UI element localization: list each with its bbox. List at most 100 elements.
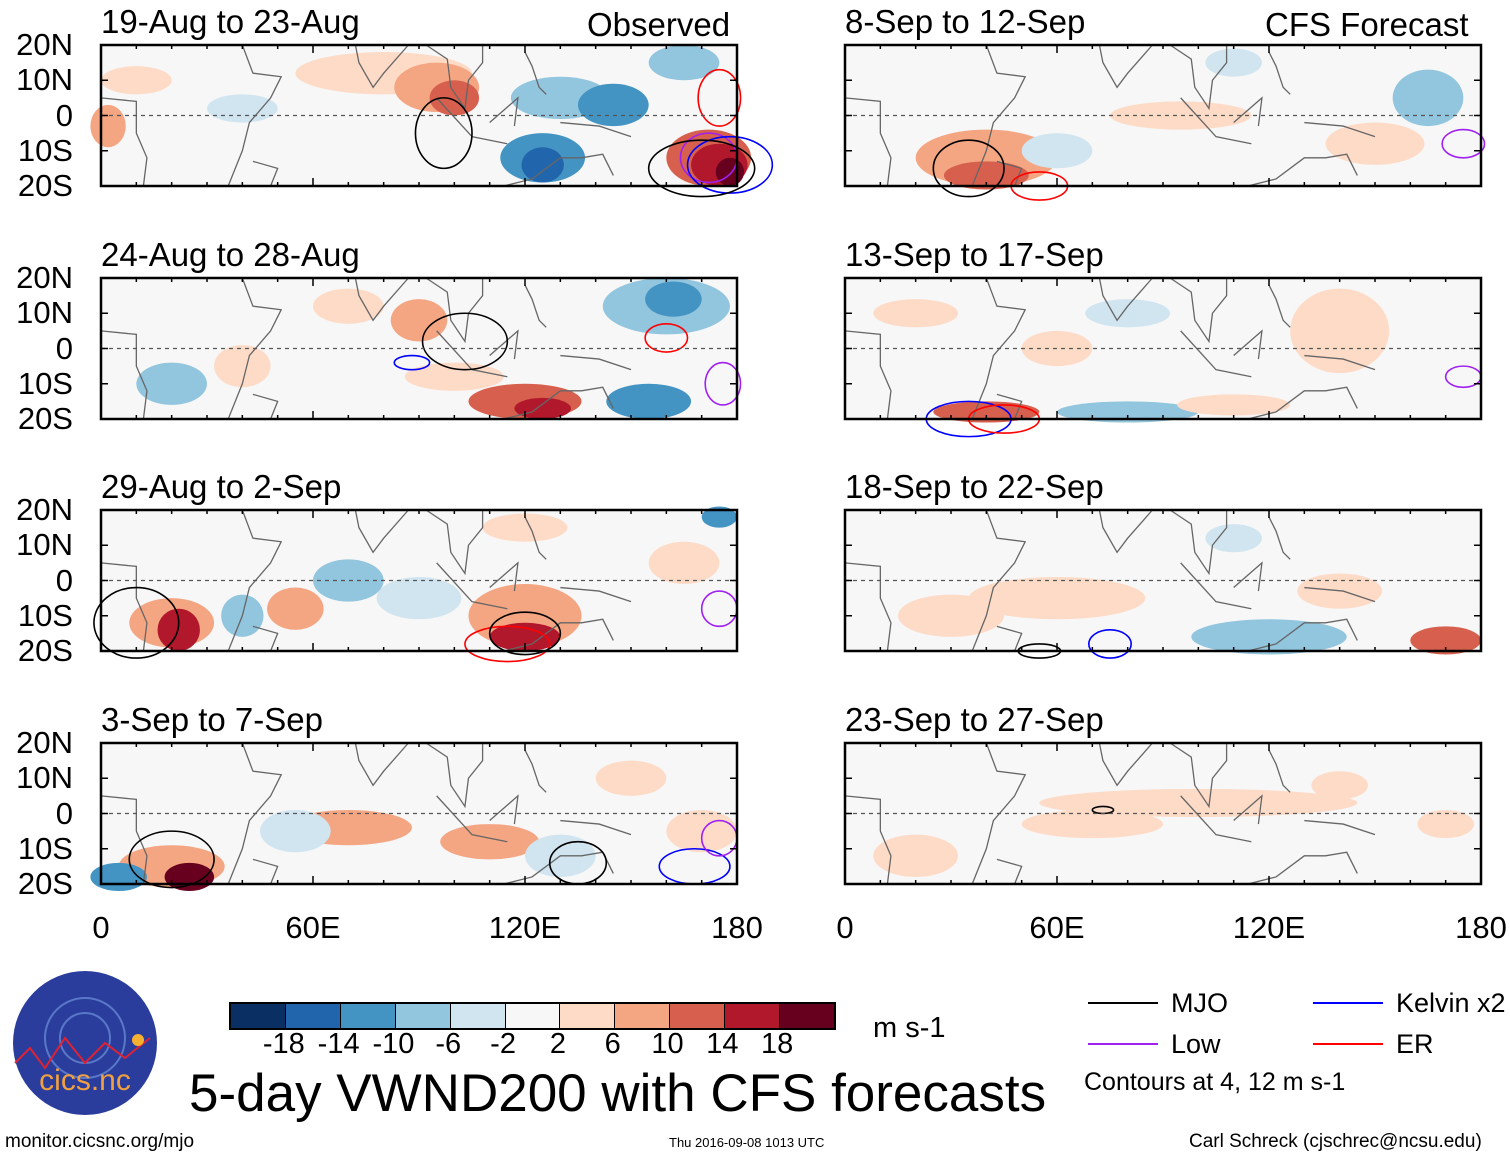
anomaly-shading (648, 541, 720, 585)
anomaly-shading (873, 299, 959, 328)
coastline (100, 562, 148, 652)
coastline (996, 625, 1023, 652)
contour-note: Contours at 4, 12 m s-1 (1084, 1068, 1346, 1096)
anomaly-shading (1290, 288, 1390, 374)
anomaly-shading (1085, 299, 1171, 328)
lat-label: 0 (55, 562, 73, 598)
coastline (844, 795, 892, 885)
coastline (971, 509, 1027, 652)
cics-logo: cics.nc (13, 971, 157, 1115)
map-background (845, 278, 1481, 419)
coastline (1304, 586, 1376, 603)
coastline (971, 277, 1027, 420)
colorbar-tick: 6 (604, 1028, 621, 1060)
coastline (1233, 329, 1263, 360)
anomaly-shading (514, 397, 571, 419)
anomaly-shading (645, 281, 702, 317)
anomaly-shading (136, 362, 207, 405)
coastline (1268, 51, 1291, 95)
anomaly-shading (715, 157, 745, 186)
anomaly-shading (701, 506, 737, 528)
colorbar-swatch (450, 1004, 506, 1028)
lat-label: 20S (17, 866, 73, 901)
coastline (560, 354, 632, 371)
colorbar-swatch (780, 1004, 834, 1028)
lat-label: 10N (16, 760, 73, 796)
wave-contour (647, 139, 756, 198)
coastline (844, 330, 892, 420)
panel-title: 23-Sep to 27-Sep (845, 701, 1104, 738)
legend-label: MJO (1171, 988, 1228, 1018)
anomaly-shading (1177, 394, 1291, 416)
figure-title: 5-day VWND200 with CFS forecasts (189, 1064, 1047, 1123)
lat-label: 0 (55, 795, 73, 831)
coastline (503, 386, 614, 420)
coastline (1247, 386, 1358, 420)
anomaly-shading (1110, 101, 1252, 130)
wave-contour (704, 361, 742, 406)
coastline (436, 795, 508, 843)
coastline (1247, 153, 1358, 187)
anomaly-shading (666, 809, 738, 853)
lat-label: 0 (55, 330, 73, 366)
anomaly-shading (260, 809, 331, 853)
coastline (252, 858, 279, 885)
anomaly-shading (376, 576, 462, 620)
coastline (252, 393, 279, 420)
coastline (425, 509, 484, 576)
anomaly-shading (521, 147, 564, 183)
anomaly-shading (1325, 122, 1425, 165)
coastline (524, 51, 547, 95)
anomaly-map-panel (843, 741, 1483, 886)
coastline (436, 562, 508, 610)
lat-label: 10S (17, 597, 73, 633)
anomaly-shading (1039, 788, 1358, 818)
coastline (425, 277, 484, 344)
coastline (560, 586, 632, 603)
coastline (1233, 96, 1263, 127)
panel-title: 13-Sep to 17-Sep (845, 236, 1104, 273)
anomaly-shading (968, 576, 1146, 620)
coastline (1169, 509, 1228, 576)
anomaly-shading (440, 824, 540, 860)
panel-title: 3-Sep to 7-Sep (101, 701, 323, 738)
coastline (1268, 284, 1291, 328)
coastline (560, 819, 632, 836)
anomaly-shading (1311, 771, 1368, 800)
anomaly-shading (207, 94, 278, 123)
lon-label: 120E (1232, 910, 1306, 945)
colorbar-swatch (395, 1004, 451, 1028)
anomaly-shading (1410, 626, 1481, 655)
panel-title: 8-Sep to 12-Sep (845, 3, 1086, 40)
lon-label: 60E (1029, 910, 1085, 945)
anomaly-shading (267, 587, 324, 630)
anomaly-shading (606, 383, 692, 419)
coastline (100, 330, 148, 420)
colorbar-tick: 18 (761, 1028, 794, 1060)
coastline (252, 625, 279, 652)
anomaly-shading (404, 362, 504, 391)
coastline (1304, 819, 1376, 836)
anomaly-map-panel (843, 43, 1486, 201)
footer-url: monitor.cicsnc.org/mjo (5, 1131, 195, 1152)
lon-label: 60E (285, 910, 341, 945)
colorbar-tick: -14 (317, 1028, 360, 1060)
anomaly-shading (578, 83, 649, 127)
anomaly-map-panel (90, 43, 774, 198)
coastline (524, 284, 547, 328)
coastline (1268, 749, 1291, 793)
coastline (1304, 121, 1376, 138)
panel-title: 29-Aug to 2-Sep (101, 468, 342, 505)
wave-contour (644, 323, 689, 353)
panel-title: 18-Sep to 22-Sep (845, 468, 1104, 505)
coastline (227, 277, 283, 420)
lat-label: 20N (16, 27, 73, 62)
coastline (489, 794, 519, 825)
coastline (1180, 562, 1252, 610)
lat-label: 20S (17, 168, 73, 203)
anomaly-shading (1392, 69, 1464, 127)
colorbar-swatch (340, 1004, 396, 1028)
forecast-label: CFS Forecast (1265, 6, 1469, 43)
coastline (1268, 516, 1291, 560)
